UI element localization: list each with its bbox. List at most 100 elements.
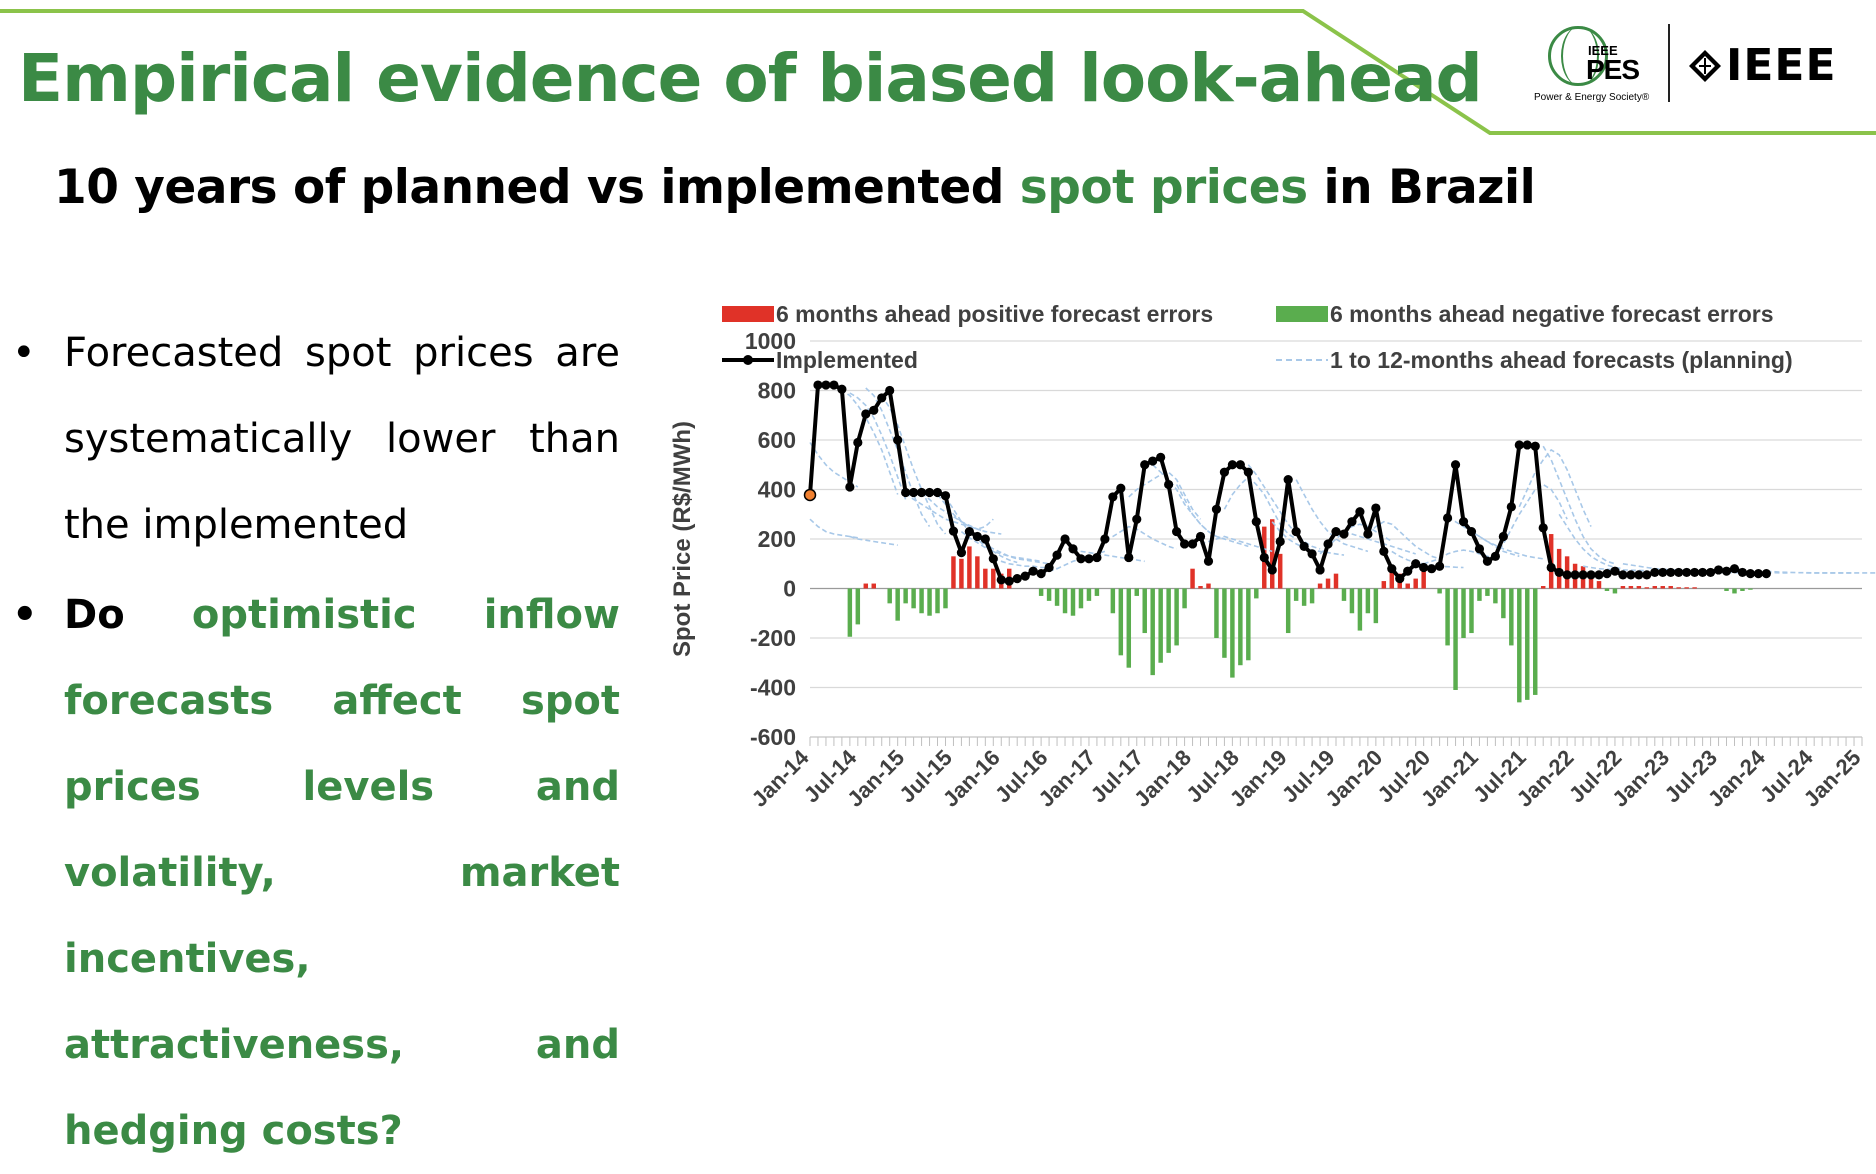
negative-error-bar xyxy=(919,588,924,614)
implemented-point xyxy=(948,526,959,536)
implemented-point xyxy=(1020,571,1030,581)
positive-error-bar xyxy=(1389,568,1395,589)
forecast-line xyxy=(881,395,947,535)
implemented-point xyxy=(901,487,911,498)
implemented-point xyxy=(1674,567,1684,578)
forecast-line xyxy=(936,493,994,530)
negative-error-bar xyxy=(1110,588,1116,614)
forecast-line xyxy=(921,492,1002,535)
implemented-point xyxy=(1195,531,1206,542)
implemented-point xyxy=(1068,544,1078,554)
implemented-point xyxy=(1156,452,1166,462)
ieee-logo-text: IEEE xyxy=(1726,40,1837,91)
implemented-point xyxy=(1650,567,1660,578)
implemented-point xyxy=(1506,502,1516,512)
implemented-point xyxy=(1307,549,1317,559)
negative-error-bar xyxy=(1038,588,1044,596)
implemented-point xyxy=(1666,567,1676,578)
implemented-point xyxy=(1267,565,1277,575)
forecast-line xyxy=(1518,448,1592,527)
implemented-point xyxy=(1522,440,1532,450)
positive-error-bar xyxy=(1405,583,1410,589)
implemented-point xyxy=(1355,507,1365,517)
negative-error-bar xyxy=(1525,588,1530,700)
negative-error-bar xyxy=(1477,588,1482,601)
negative-error-bar xyxy=(1158,588,1163,663)
implemented-point xyxy=(845,482,855,492)
positive-error-bar xyxy=(1628,586,1634,589)
positive-error-bar xyxy=(1588,578,1594,589)
negative-error-bar xyxy=(1134,588,1139,596)
negative-error-bar xyxy=(1461,588,1466,638)
ieee-logo: IEEE xyxy=(1688,44,1837,88)
positive-error-bar xyxy=(1198,586,1203,589)
negative-error-bar xyxy=(1046,588,1052,601)
implemented-point xyxy=(956,548,967,558)
ieee-pes-logo: IEEE PES Power & Energy Society® xyxy=(1528,22,1668,106)
implemented-point xyxy=(1379,546,1389,556)
negative-error-bar xyxy=(1612,588,1618,594)
negative-error-bar xyxy=(1150,588,1155,676)
positive-error-bar xyxy=(991,568,996,589)
implemented-point xyxy=(1036,569,1046,579)
forecast-line xyxy=(849,535,898,546)
negative-error-bar xyxy=(1445,588,1450,646)
positive-error-bar xyxy=(1540,586,1546,589)
negative-error-bar xyxy=(1604,588,1610,591)
implemented-point xyxy=(1315,565,1325,575)
legend-marker-implemented xyxy=(743,355,753,365)
globe-icon xyxy=(1548,26,1608,86)
negative-error-bar xyxy=(1493,588,1498,604)
implemented-point xyxy=(1251,517,1261,527)
y-tick-label: -600 xyxy=(750,724,796,750)
subtitle-highlight: spot prices xyxy=(1019,160,1308,215)
implemented-point xyxy=(1745,569,1756,579)
implemented-point xyxy=(893,435,903,445)
negative-error-bar xyxy=(1214,588,1219,638)
implemented-point xyxy=(1435,561,1445,571)
subtitle-pre: 10 years of planned vs implemented xyxy=(54,160,1004,215)
positive-error-bar xyxy=(1644,587,1650,589)
implemented-point xyxy=(1012,574,1022,584)
forecast-lines xyxy=(809,384,1876,575)
implemented-point xyxy=(1450,460,1461,470)
bullet-item-2: Do optimistic inflow forecasts affect sp… xyxy=(12,572,620,1174)
forecast-line xyxy=(1471,530,1544,560)
implemented-point xyxy=(1028,566,1038,576)
positive-error-bar xyxy=(983,568,988,589)
implemented-point xyxy=(1323,539,1333,549)
implemented-point xyxy=(1219,467,1230,477)
implemented-point xyxy=(877,393,887,403)
forecast-line xyxy=(809,518,858,539)
implemented-point xyxy=(1140,460,1150,470)
subtitle-post: in Brazil xyxy=(1323,160,1536,215)
negative-error-bar xyxy=(1054,588,1060,606)
implemented-point xyxy=(1203,556,1214,566)
implemented-point xyxy=(1578,570,1588,580)
negative-error-bar xyxy=(1517,588,1522,703)
negative-error-bar xyxy=(1285,588,1291,634)
negative-error-bar xyxy=(1174,588,1179,646)
implemented-point xyxy=(1570,570,1580,580)
implemented-point xyxy=(909,487,919,498)
implemented-point xyxy=(1148,456,1158,466)
negative-error-bar xyxy=(1246,588,1251,661)
implemented-point xyxy=(813,380,823,390)
implemented-point xyxy=(1283,475,1293,485)
negative-error-bar xyxy=(1732,588,1737,594)
implemented-point xyxy=(924,487,935,498)
positive-error-bar xyxy=(1636,586,1642,589)
negative-error-bar xyxy=(1437,588,1442,594)
y-tick-label: 0 xyxy=(783,576,796,602)
positive-error-bar xyxy=(1692,587,1697,589)
positive-error-bar xyxy=(1325,578,1331,589)
forecast-error-bars xyxy=(847,519,1753,703)
negative-error-bar xyxy=(1222,588,1227,658)
implemented-point xyxy=(988,554,998,564)
implemented-point xyxy=(1690,567,1700,578)
negative-error-bar xyxy=(1182,588,1187,609)
y-tick-label: -200 xyxy=(750,625,796,651)
implemented-point xyxy=(1371,503,1381,513)
negative-error-bar xyxy=(1126,588,1132,668)
bullet-2-lead: Do xyxy=(64,592,125,638)
